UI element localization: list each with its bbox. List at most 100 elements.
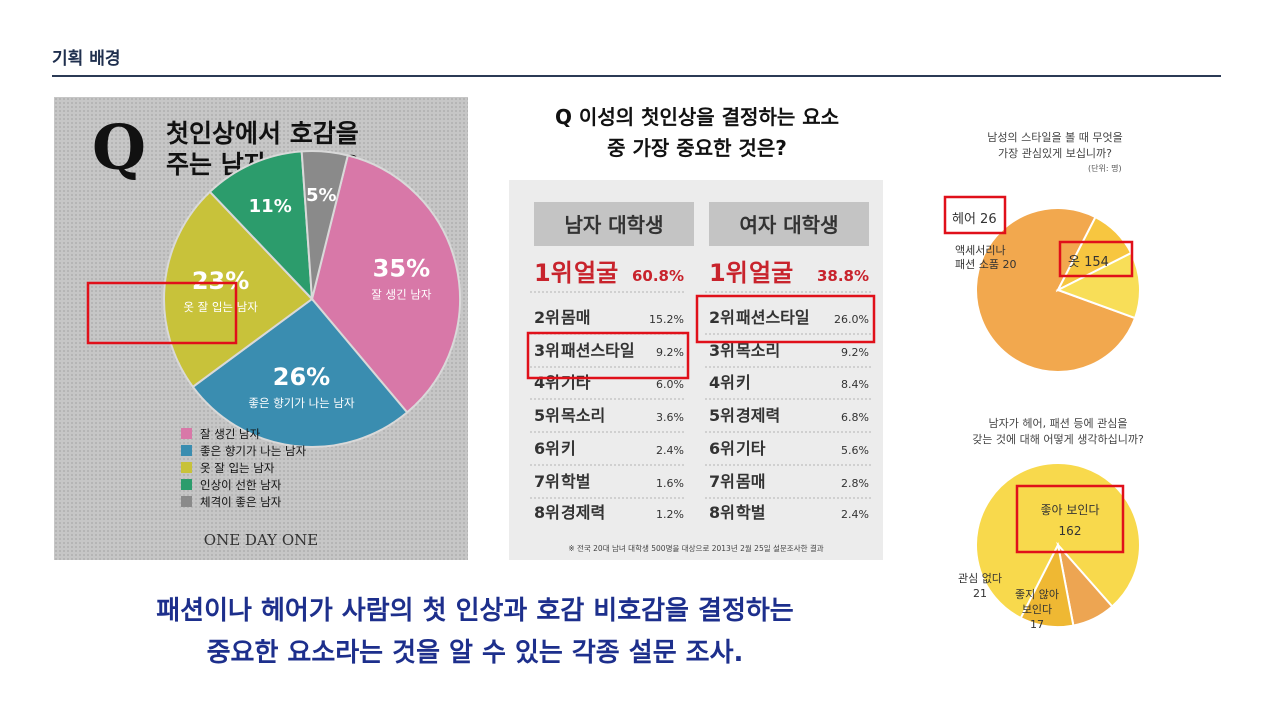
highlight-box-looks-good (1015, 484, 1125, 554)
rank-label: 3위 (534, 341, 560, 360)
male-column-header: 남자 대학생 (565, 213, 664, 237)
legend-swatch (181, 479, 192, 490)
legend-item: 좋은 향기가 나는 남자 (200, 444, 307, 458)
rank-label: 5위 (709, 406, 735, 425)
legend-item: 인상이 선한 남자 (200, 478, 282, 492)
table-footnote: ※ 전국 20대 남녀 대학생 500명을 대상으로 2013년 2월 25일 … (568, 543, 823, 553)
legend-swatch (181, 428, 192, 439)
slice-category-label: 좋은 향기가 나는 남자 (248, 396, 355, 410)
value-label: 1.2% (656, 508, 684, 521)
slice-value-label: 23% (192, 267, 249, 295)
item-label: 학벌 (736, 503, 765, 522)
highlight-box-hair (943, 195, 1007, 235)
slice-value-label: 35% (373, 254, 430, 282)
value-label: 5.6% (841, 444, 869, 457)
survey-table-title: Q 이성의 첫인상을 결정하는 요소 중 가장 중요한 것은? (555, 105, 839, 160)
rank-label: 2위 (709, 308, 735, 327)
pie-slice-2 (163, 190, 314, 389)
pie-slice-0 (975, 207, 1137, 373)
legend-item: 옷 잘 입는 남자 (200, 461, 275, 475)
summary-line-2: 중요한 요소라는 것을 알 수 있는 각종 설문 조사. (206, 638, 744, 668)
slice-label: 옷 154 (1068, 255, 1109, 270)
rank-label: 8위 (709, 503, 735, 522)
value-label: 9.2% (656, 346, 684, 359)
slice-label: 관심 없다 (958, 572, 1002, 585)
slice-label: 액세서리나 (955, 244, 1006, 257)
rank-label: 7위 (534, 472, 560, 491)
item-label: 학벌 (561, 472, 590, 491)
pie4-title-line-2: 갖는 것에 대해 어떻게 생각하십니까? (972, 432, 1144, 446)
rank-label: 6위 (709, 439, 735, 458)
legend-item: 체격이 좋은 남자 (200, 495, 282, 509)
item-label: 몸매 (561, 308, 590, 327)
value-label: 6.0% (656, 378, 684, 391)
item-label: 키 (561, 439, 576, 458)
pie-slice-2 (1019, 541, 1075, 628)
rank-label: 6위 (534, 439, 560, 458)
legend-item: 잘 생긴 남자 (200, 427, 261, 441)
chart-title-line-1: 첫인상에서 호감을 (166, 119, 359, 148)
rank-label: 5위 (534, 406, 560, 425)
pie-slice-3 (208, 150, 314, 302)
male-header-box (534, 202, 694, 246)
value-label: 1.6% (656, 477, 684, 490)
item-label: 패션스타일 (561, 341, 635, 360)
style-attention-pie-chart: 남성의 스타일을 볼 때 무엇을 가장 관심있게 보십니까? (단위: 명) 옷… (943, 130, 1141, 373)
summary-line-1: 패션이나 헤어가 사람의 첫 인상과 호감 비호감을 결정하는 (156, 596, 794, 626)
pie-slice-1 (191, 297, 409, 448)
item-label: 키 (736, 373, 751, 392)
slice-label: 헤어 26 (952, 212, 997, 227)
rank-label: 1위 (534, 259, 573, 287)
rank-label: 1위 (709, 259, 748, 287)
slice-value-label: 26% (273, 363, 330, 391)
value-label: 6.8% (841, 411, 869, 424)
slice-value-label: 11% (249, 196, 292, 217)
slice-category-label: 잘 생긴 남자 (371, 287, 432, 301)
rank-label: 4위 (534, 373, 560, 392)
legend-swatch (181, 445, 192, 456)
slice-category-label: 옷 잘 입는 남자 (183, 300, 258, 314)
pie-slice-4 (300, 150, 350, 300)
q-letter: Q (92, 111, 146, 184)
slice-value-label: 5% (306, 185, 337, 206)
item-label: 얼굴 (574, 259, 618, 287)
item-label: 목소리 (736, 341, 780, 360)
rank-label: 7위 (709, 472, 735, 491)
table-title-line-2: 중 가장 중요한 것은? (607, 136, 787, 160)
highlight-box-clothes (1058, 240, 1134, 278)
slice-label: 보인다 (1022, 603, 1052, 616)
pie3-title-line-2: 가장 관심있게 보십니까? (998, 147, 1112, 160)
item-label: 기타 (736, 439, 766, 458)
pie4-title-line-1: 남자가 헤어, 패션 등에 관심을 (989, 417, 1128, 430)
brand-label: ONE DAY ONE (204, 531, 318, 549)
value-label: 60.8% (632, 267, 684, 285)
highlight-box-female (695, 294, 876, 344)
highlight-box-male (526, 331, 690, 380)
rank-label: 2위 (534, 308, 560, 327)
rank-label: 3위 (709, 341, 735, 360)
item-label: 기타 (561, 373, 591, 392)
value-label: 8.4% (841, 378, 869, 391)
slice-label: 21 (973, 587, 987, 600)
legend-swatch (181, 462, 192, 473)
pie3-title-line-1: 남성의 스타일을 볼 때 무엇을 (987, 130, 1122, 144)
value-label: 15.2% (649, 313, 684, 326)
item-label: 패션스타일 (736, 308, 810, 327)
value-label: 38.8% (817, 267, 869, 285)
item-label: 몸매 (736, 472, 765, 491)
slice-label: 17 (1030, 618, 1044, 631)
slice-label: 패션 소품 20 (955, 258, 1016, 271)
rank-label: 8위 (534, 503, 560, 522)
title-divider (52, 75, 1221, 77)
legend-swatch (181, 496, 192, 507)
opinion-pie-chart: 남자가 헤어, 패션 등에 관심을 갖는 것에 대해 어떻게 생각하십니까? 좋… (958, 417, 1144, 631)
slice-label: 좋지 않아 (1015, 588, 1059, 601)
pie3-unit-label: (단위: 명) (1088, 163, 1122, 173)
summary-caption: 패션이나 헤어가 사람의 첫 인상과 호감 비호감을 결정하는 중요한 요소라는… (60, 590, 890, 674)
value-label: 2.8% (841, 477, 869, 490)
value-label: 2.4% (841, 508, 869, 521)
item-label: 경제력 (561, 503, 605, 522)
table-title-line-1: Q 이성의 첫인상을 결정하는 요소 (555, 105, 839, 129)
value-label: 9.2% (841, 346, 869, 359)
